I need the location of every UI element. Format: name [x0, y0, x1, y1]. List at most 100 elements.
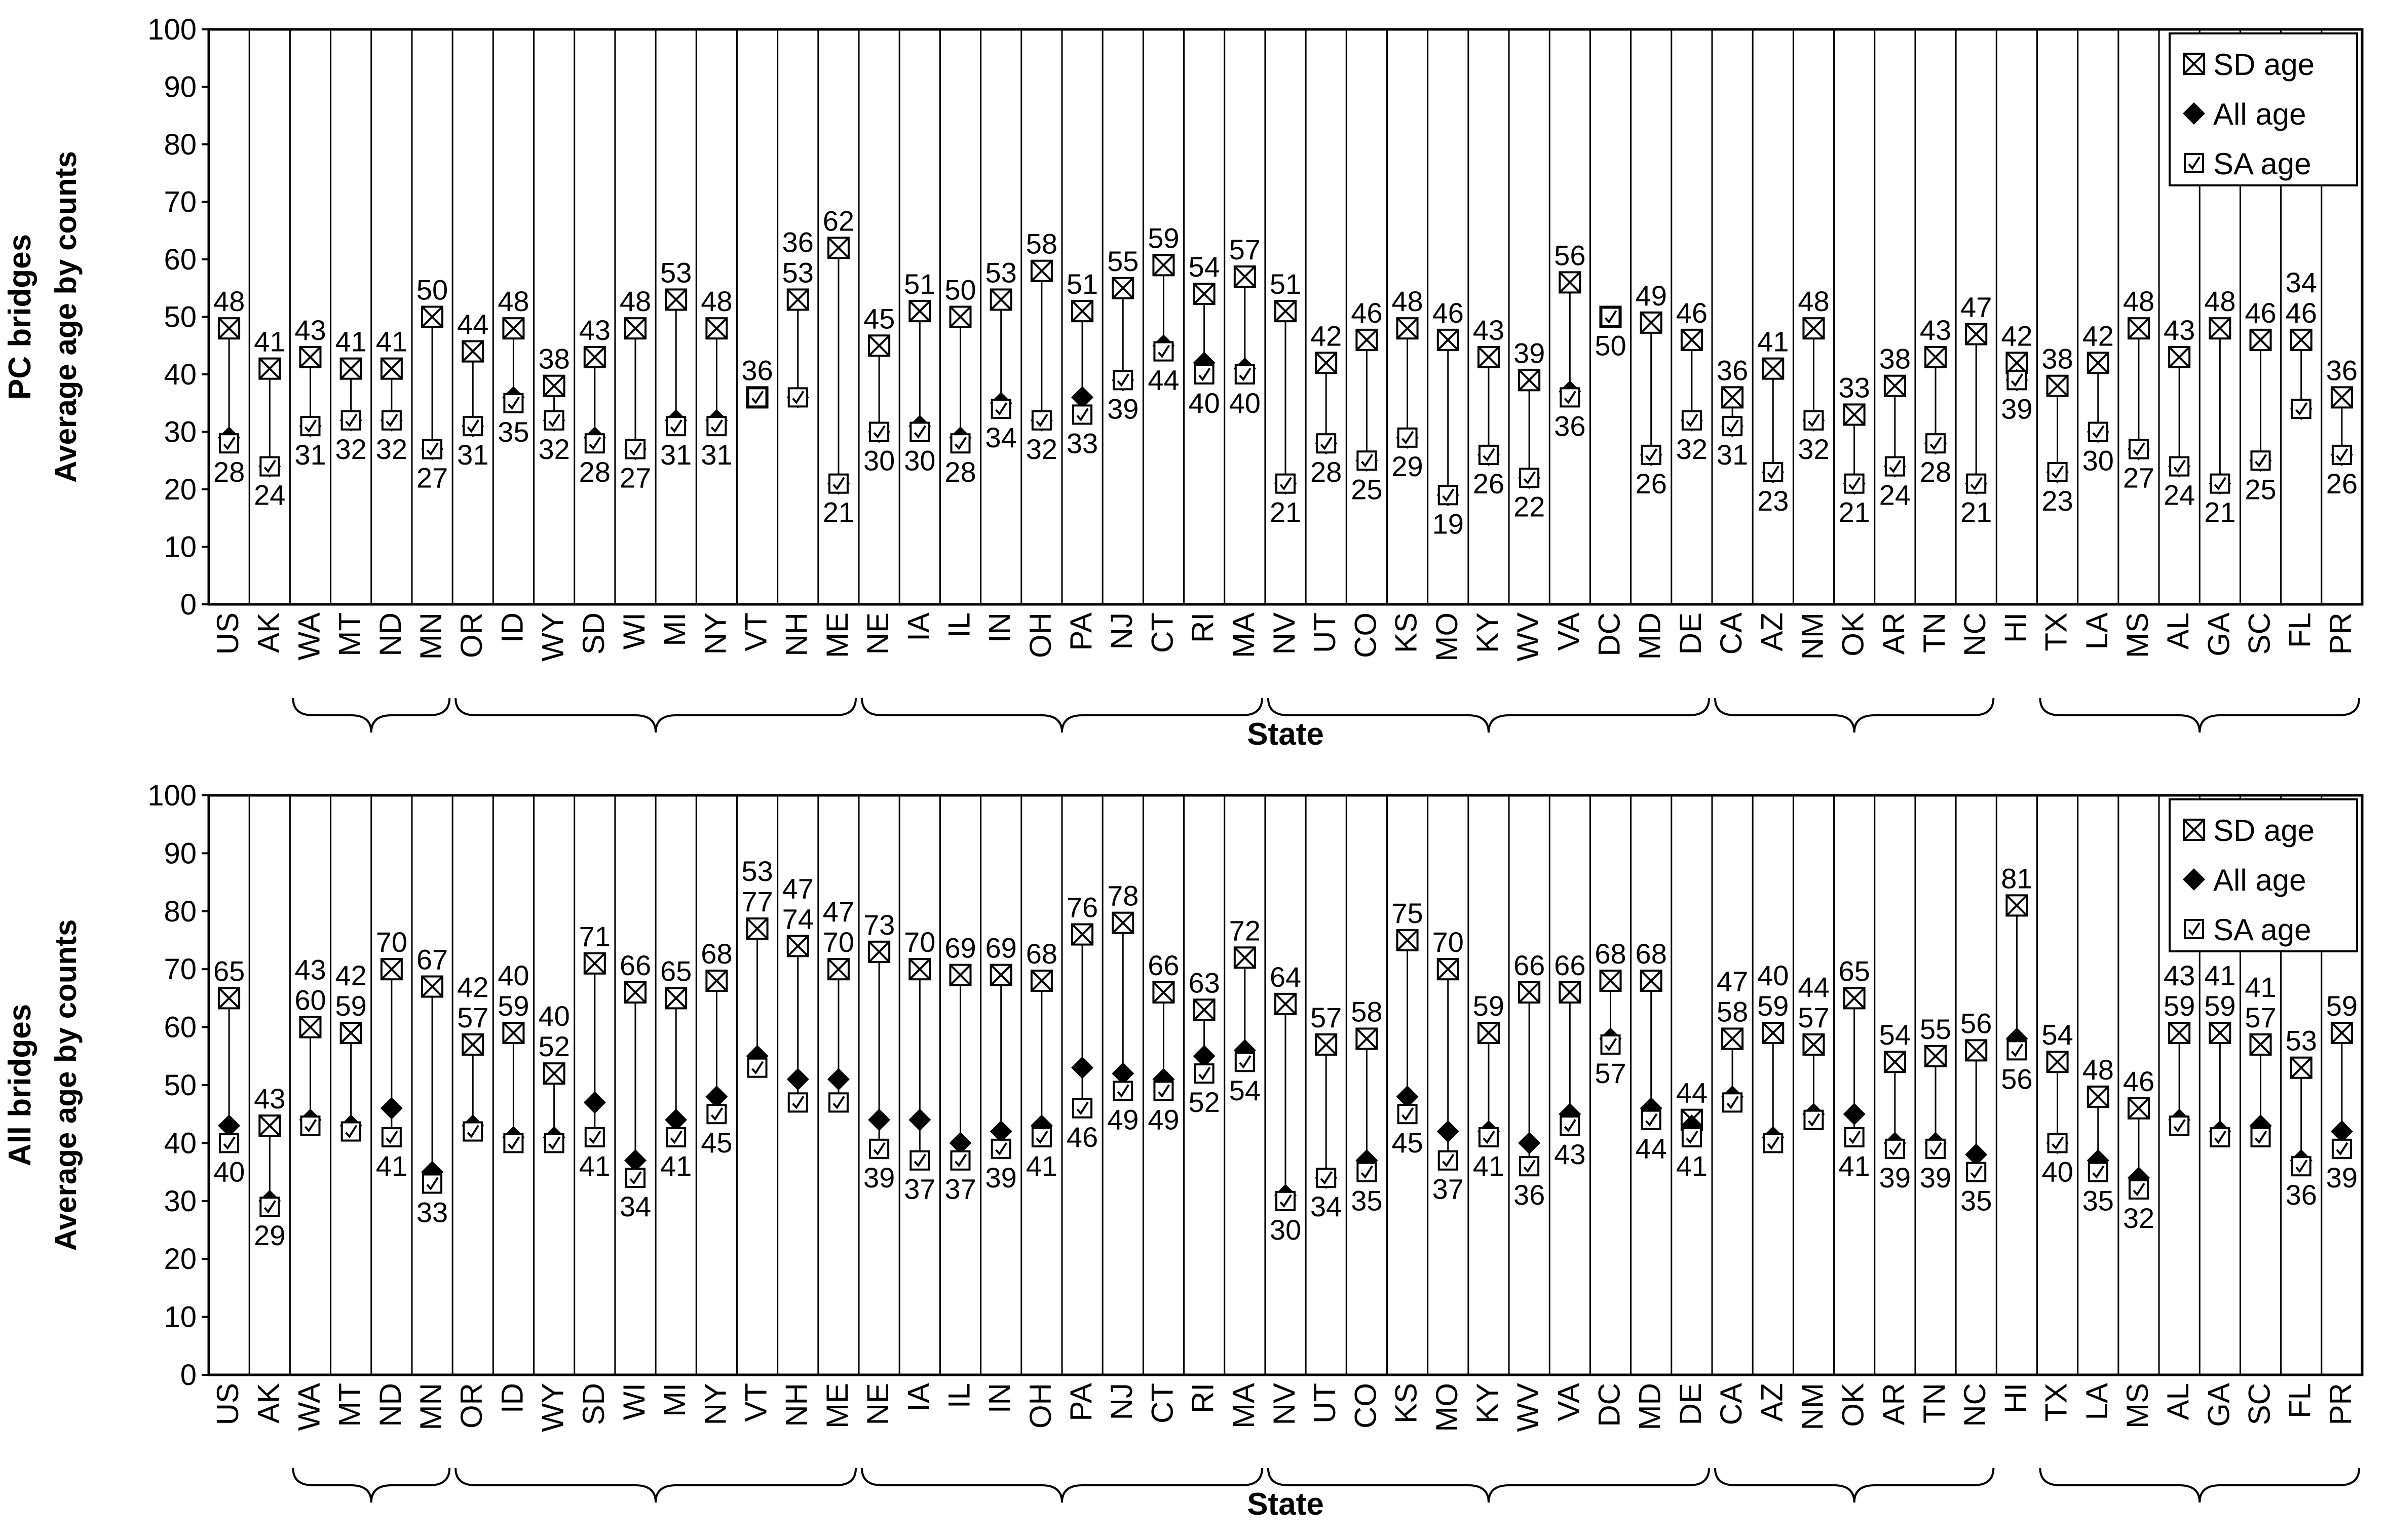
sa-age-point — [2331, 1138, 2352, 1159]
x-tick-label: UT — [1308, 1383, 1342, 1423]
sd-age-label: 64 — [1270, 961, 1301, 993]
sa-age-label: 42 — [335, 959, 367, 991]
state-column-ne: 45 30 NE — [861, 302, 895, 654]
sd-age-point — [380, 958, 403, 981]
x-tick-label: NJ — [1105, 1383, 1139, 1420]
sa-age-label: 47 — [782, 872, 814, 904]
state-column-ga: 48 21 GA — [2202, 285, 2235, 657]
sa-age-label: 36 — [782, 226, 814, 258]
state-column-dc: 50 DC — [1593, 305, 1626, 657]
x-tick-label: WA — [292, 1383, 326, 1431]
legend-sa-age-marker — [2184, 153, 2204, 173]
x-tick-label: CA — [1714, 612, 1748, 654]
x-tick-label: MD — [1633, 612, 1667, 660]
sd-age-point — [1883, 374, 1906, 397]
x-tick-label: PA — [1064, 1383, 1098, 1421]
state-column-nc: 56 35 NC — [1958, 1007, 1992, 1427]
sd-age-point — [2249, 1033, 2272, 1056]
state-column-tx: 38 23 TX — [2039, 343, 2073, 651]
x-tick-label: CO — [1348, 1383, 1382, 1429]
sd-age-label: 59 — [498, 990, 529, 1022]
x-tick-label: ID — [495, 1383, 529, 1413]
sd-age-point — [665, 288, 688, 311]
sa-age-label: 40 — [1229, 387, 1261, 419]
sd-age-label: 46 — [1432, 297, 1464, 329]
sd-age-point — [949, 305, 972, 328]
state-column-nd: 70 41 ND — [373, 926, 407, 1427]
sa-age-point — [340, 410, 361, 431]
sd-age-label: 57 — [1310, 1002, 1342, 1033]
x-tick-label: AR — [1877, 612, 1911, 654]
sa-age-point — [2291, 1156, 2311, 1177]
state-column-mt: 41 32 MT — [333, 326, 367, 657]
sd-age-point — [786, 935, 809, 957]
sa-age-label: 35 — [2082, 1185, 2114, 1217]
sa-age-point — [747, 1057, 768, 1078]
all-age-point — [908, 1108, 931, 1131]
sd-age-label: 48 — [213, 285, 245, 317]
sd-age-point — [1193, 998, 1216, 1021]
sd-age-point — [1355, 1027, 1378, 1050]
group-brace — [861, 698, 1263, 733]
sa-age-label: 39 — [1879, 1162, 1911, 1194]
state-column-tn: 43 28 TN — [1917, 314, 1951, 653]
sa-age-point — [2128, 1179, 2149, 1200]
sd-age-point — [1721, 1027, 1744, 1050]
sd-age-label: 77 — [741, 885, 773, 917]
group-brace — [2039, 698, 2360, 733]
state-column-me: 62 21 ME — [820, 205, 854, 658]
sd-age-point — [1640, 311, 1662, 334]
state-column-ky: 59 41 KY — [1470, 990, 1504, 1423]
x-tick-label: NC — [1958, 612, 1992, 657]
sd-age-label: 53 — [782, 256, 814, 288]
sd-age-point — [1924, 345, 1947, 368]
y-tick-label: 30 — [164, 416, 197, 449]
legend-sd-age-label: SD age — [2213, 814, 2315, 848]
sa-age-point — [1925, 433, 1946, 454]
sa-age-label: 40 — [2041, 1156, 2073, 1187]
sa-age-label: 44 — [1798, 971, 1829, 1003]
x-tick-label: VT — [739, 612, 773, 651]
sd-age-point — [990, 288, 1012, 311]
legend-all-age-label: All age — [2213, 97, 2306, 131]
sa-age-point — [259, 456, 280, 477]
sd-age-label: 67 — [416, 944, 448, 976]
group-brace — [1267, 1468, 1710, 1503]
sd-age-label: 59 — [335, 990, 367, 1022]
group-brace — [2039, 1468, 2360, 1503]
sd-age-label: 41 — [335, 326, 367, 358]
sa-age-label: 30 — [2082, 445, 2114, 477]
state-column-il: 50 28 IL — [942, 274, 976, 638]
x-tick-label: OR — [454, 1383, 488, 1429]
sa-age-label: 30 — [1270, 1214, 1301, 1246]
sa-age-label: 31 — [701, 439, 732, 471]
x-tick-label: SD — [577, 1383, 611, 1425]
sa-age-label: 32 — [1676, 433, 1708, 465]
sa-age-point — [869, 1138, 890, 1159]
x-tick-label: KY — [1470, 612, 1504, 653]
state-column-nv: 51 21 NV — [1267, 268, 1301, 654]
sa-age-point — [1478, 1127, 1499, 1147]
state-column-id: 48 35 ID — [495, 285, 529, 643]
y-tick-label: 20 — [164, 473, 197, 506]
sd-age-label: 65 — [660, 955, 692, 987]
sd-age-label: 65 — [213, 955, 245, 987]
sd-age-point — [1965, 323, 1988, 345]
y-axis-label: Average age by counts — [49, 919, 83, 1251]
sd-age-point — [462, 340, 484, 363]
sa-age-label: 23 — [2041, 485, 2073, 517]
sd-age-label: 60 — [294, 984, 326, 1016]
sa-age-label: 43 — [294, 954, 326, 986]
x-tick-label: NE — [861, 612, 895, 654]
x-tick-label: IN — [983, 1383, 1017, 1413]
sa-age-label: 21 — [823, 496, 854, 528]
sd-age-point — [1559, 981, 1581, 1004]
sa-age-point — [381, 410, 402, 431]
x-tick-label: LA — [2080, 1383, 2114, 1420]
sd-age-point — [1112, 911, 1134, 934]
sd-age-point — [2005, 894, 2028, 917]
sd-age-point — [1396, 929, 1419, 951]
sa-age-label: 25 — [1351, 473, 1382, 505]
